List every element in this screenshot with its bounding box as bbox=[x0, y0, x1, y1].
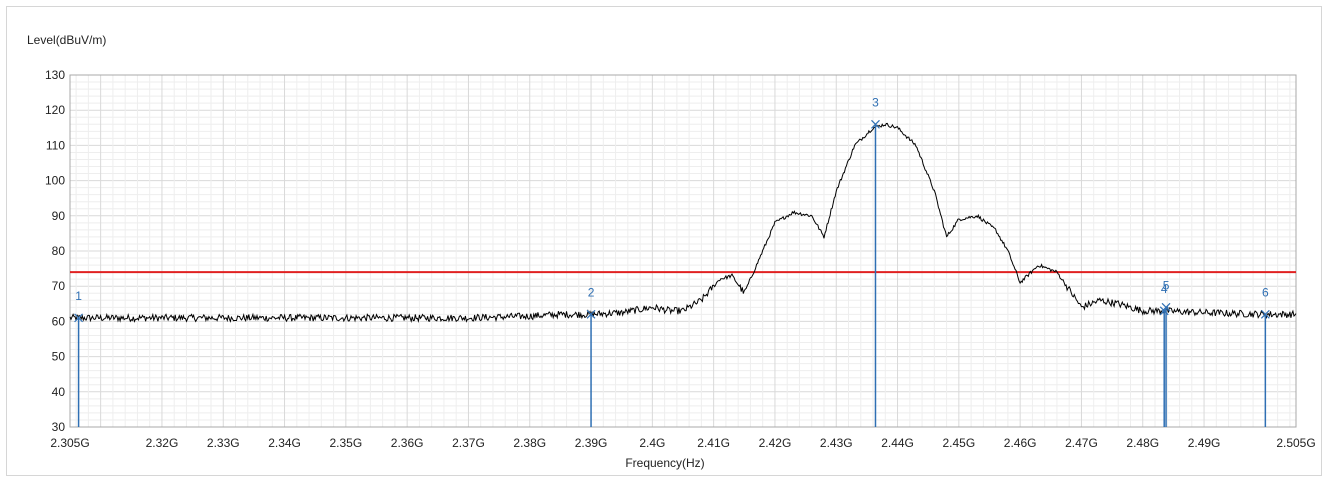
marker-3: 3 bbox=[871, 95, 880, 427]
y-tick-label: 60 bbox=[52, 314, 66, 328]
x-tick-label: 2.48G bbox=[1126, 436, 1159, 450]
marker-label: 5 bbox=[1163, 278, 1170, 292]
marker-label: 2 bbox=[588, 285, 595, 299]
y-tick-label: 120 bbox=[45, 103, 65, 117]
y-tick-label: 70 bbox=[52, 279, 66, 293]
marker-label: 4 bbox=[1161, 282, 1168, 296]
x-tick-label: 2.44G bbox=[881, 436, 914, 450]
x-tick-label: 2.39G bbox=[575, 436, 608, 450]
marker-1: 1 bbox=[74, 289, 84, 427]
trace-group bbox=[69, 122, 1297, 324]
x-tick-label: 2.505G bbox=[1276, 436, 1315, 450]
marker-label: 3 bbox=[872, 95, 879, 109]
y-tick-label: 50 bbox=[52, 350, 66, 364]
x-tick-label: 2.41G bbox=[697, 436, 730, 450]
y-tick-label: 110 bbox=[46, 138, 65, 152]
x-tick-label: 2.32G bbox=[146, 436, 179, 450]
marker-point bbox=[871, 119, 880, 129]
x-tick-label: 2.33G bbox=[207, 436, 240, 450]
y-tick-label: 80 bbox=[52, 244, 66, 258]
x-tick-label: 2.38G bbox=[513, 436, 546, 450]
marker-5: 5 bbox=[1161, 278, 1171, 427]
plot-area-border bbox=[69, 74, 1297, 428]
marker-point bbox=[74, 313, 84, 323]
y-axis-ticks: 30 40 50 60 70 80 90 100 110 120 130 bbox=[45, 68, 65, 434]
x-tick-label: 2.45G bbox=[942, 436, 975, 450]
spectrum-trace bbox=[69, 122, 1297, 324]
marker-label: 1 bbox=[75, 289, 82, 303]
y-tick-label: 90 bbox=[52, 209, 66, 223]
y-tick-label: 100 bbox=[45, 174, 65, 188]
x-tick-label: 2.47G bbox=[1065, 436, 1098, 450]
marker-label: 6 bbox=[1262, 285, 1269, 299]
marker-6: 6 bbox=[1260, 285, 1270, 427]
marker-2: 2 bbox=[586, 285, 596, 427]
x-tick-label: 2.46G bbox=[1004, 436, 1037, 450]
marker-group: 1 2 3 45 6 bbox=[74, 95, 1270, 427]
x-tick-label: 2.35G bbox=[329, 436, 362, 450]
y-tick-label: 40 bbox=[52, 385, 66, 399]
x-axis-label: Frequency(Hz) bbox=[625, 456, 704, 470]
x-tick-label: 2.37G bbox=[452, 436, 485, 450]
x-tick-label: 2.49G bbox=[1188, 436, 1221, 450]
y-tick-label: 130 bbox=[45, 68, 65, 82]
marker-point bbox=[1260, 309, 1270, 319]
x-tick-label: 2.4G bbox=[639, 436, 665, 450]
marker-point bbox=[586, 309, 596, 319]
x-tick-label: 2.305G bbox=[50, 436, 89, 450]
spectrum-chart: 1 2 3 45 6 30 40 50 60 70 80 90 100 110 120 130 2.305G… bbox=[27, 33, 1316, 470]
x-axis-ticks: 2.305G 2.32G 2.33G 2.34G 2.35G 2.36G 2.37G 2.38… bbox=[50, 436, 1315, 450]
y-axis-label: Level(dBuV/m) bbox=[27, 33, 106, 47]
x-tick-label: 2.34G bbox=[268, 436, 301, 450]
grid bbox=[70, 74, 1296, 428]
x-tick-label: 2.42G bbox=[759, 436, 792, 450]
marker-point bbox=[1161, 302, 1171, 312]
x-tick-label: 2.36G bbox=[391, 436, 424, 450]
x-tick-label: 2.43G bbox=[820, 436, 853, 450]
y-tick-label: 30 bbox=[52, 420, 66, 434]
